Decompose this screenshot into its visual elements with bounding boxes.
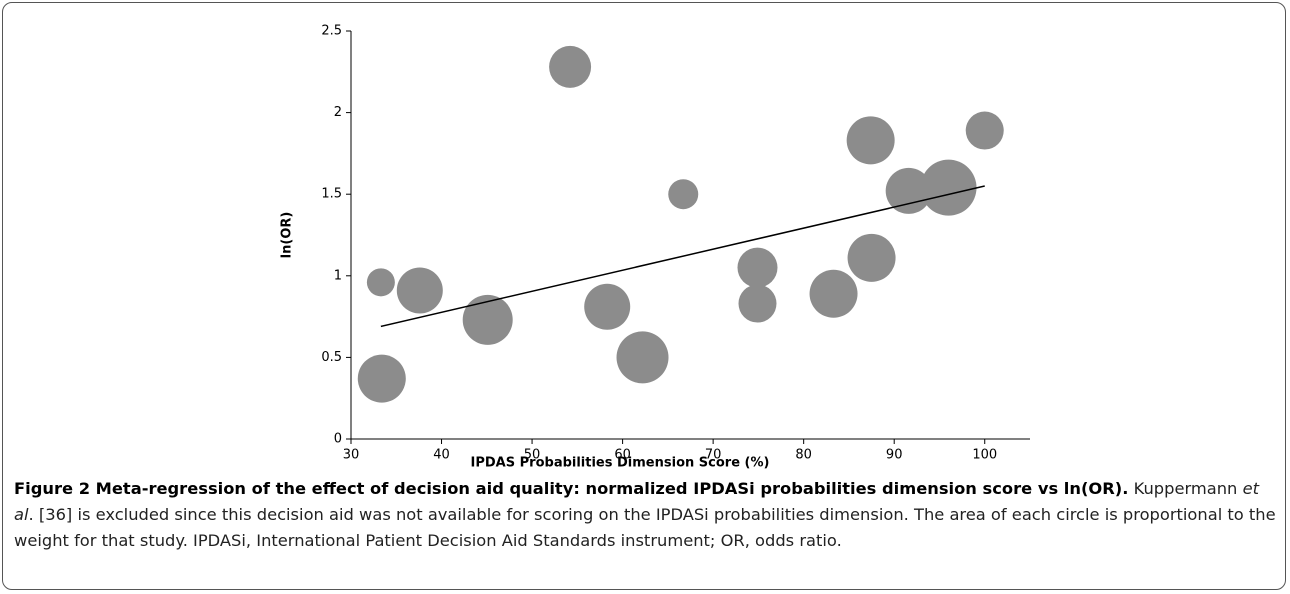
bubble xyxy=(738,284,777,323)
x-tick-label: 70 xyxy=(705,448,722,463)
x-axis-label: IPDAS Probabilities Dimension Score (%) xyxy=(471,456,770,471)
bubble xyxy=(885,167,932,214)
y-tick-label: 1 xyxy=(334,268,342,283)
x-tick-label: 90 xyxy=(886,448,903,463)
bubble xyxy=(920,159,977,216)
y-tick-label: 1.5 xyxy=(321,187,342,202)
x-tick-label: 80 xyxy=(795,448,812,463)
bubble xyxy=(846,116,895,165)
x-tick-label: 40 xyxy=(433,448,450,463)
y-tick-label: 0 xyxy=(334,432,342,447)
trend-line xyxy=(380,185,985,328)
caption-italic: et al xyxy=(14,479,1259,524)
bubble xyxy=(668,179,699,210)
bubble xyxy=(616,331,669,384)
x-tick-label: 100 xyxy=(972,448,997,463)
y-tick-label: 0.5 xyxy=(321,350,342,365)
bubble xyxy=(847,233,896,282)
y-axis-label: ln(OR) xyxy=(280,212,295,259)
bubble xyxy=(357,354,406,403)
caption: Figure 2 Meta-regression of the effect o… xyxy=(14,476,1276,554)
caption-text: . [36] is excluded since this decision a… xyxy=(14,505,1276,550)
bubble xyxy=(737,247,778,288)
bubble xyxy=(549,45,592,88)
x-tick-label: 60 xyxy=(614,448,631,463)
x-tick-label: 30 xyxy=(343,448,360,463)
x-tick-label: 50 xyxy=(524,448,541,463)
bubble xyxy=(366,268,395,297)
bubble xyxy=(584,283,631,330)
caption-text: Kuppermann xyxy=(1133,479,1238,498)
caption-title: Figure 2 Meta-regression of the effect o… xyxy=(14,479,1129,498)
y-tick-label: 2 xyxy=(334,105,342,120)
bubble xyxy=(396,267,443,314)
bubble xyxy=(462,294,513,345)
y-tick-label: 2.5 xyxy=(321,24,342,39)
chart: IPDAS Probabilities Dimension Score (%) … xyxy=(280,24,1030,471)
bubble xyxy=(809,269,858,318)
bubble xyxy=(965,111,1004,150)
